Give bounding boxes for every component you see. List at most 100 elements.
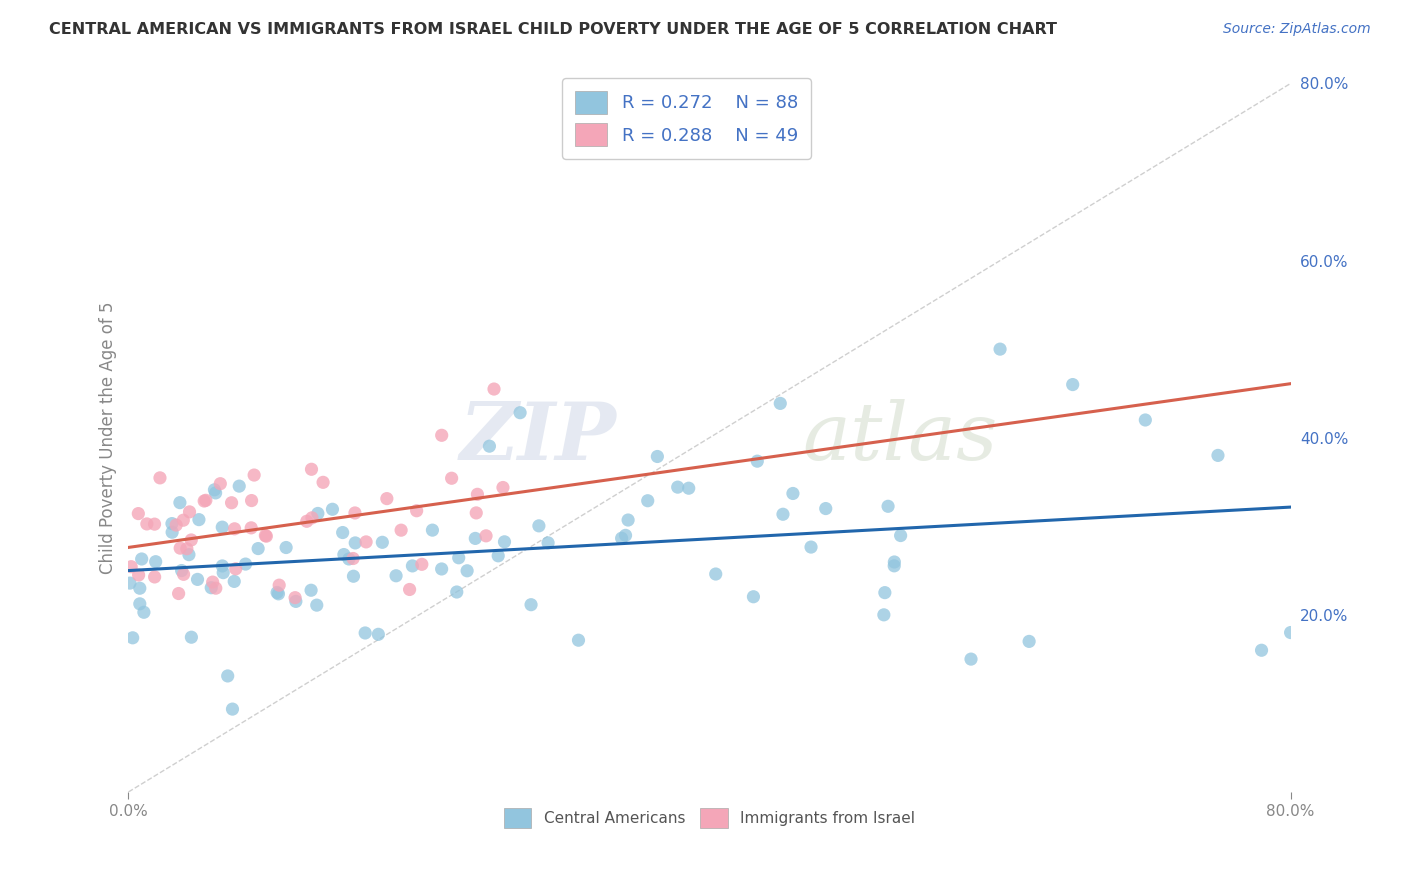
Point bbox=[704, 567, 727, 582]
Point bbox=[187, 513, 209, 527]
Point bbox=[1250, 643, 1272, 657]
Point bbox=[494, 534, 516, 549]
Point bbox=[165, 518, 187, 533]
Point bbox=[193, 494, 215, 508]
Point bbox=[482, 382, 505, 396]
Point bbox=[131, 552, 153, 566]
Point bbox=[520, 598, 543, 612]
Point bbox=[160, 516, 183, 531]
Point bbox=[204, 486, 226, 500]
Point bbox=[186, 573, 208, 587]
Point bbox=[354, 535, 377, 549]
Point bbox=[537, 536, 560, 550]
Point bbox=[200, 581, 222, 595]
Point bbox=[492, 481, 515, 495]
Point bbox=[988, 342, 1011, 356]
Point bbox=[149, 471, 172, 485]
Point bbox=[883, 558, 905, 573]
Point bbox=[814, 501, 837, 516]
Point bbox=[143, 517, 166, 532]
Point bbox=[212, 566, 235, 580]
Point bbox=[742, 590, 765, 604]
Point bbox=[509, 406, 531, 420]
Point bbox=[782, 486, 804, 500]
Point bbox=[647, 450, 669, 464]
Point bbox=[332, 525, 354, 540]
Point bbox=[678, 481, 700, 495]
Point bbox=[235, 557, 257, 571]
Point bbox=[225, 562, 247, 576]
Point bbox=[567, 633, 589, 648]
Point bbox=[179, 505, 201, 519]
Point bbox=[284, 591, 307, 605]
Point bbox=[343, 506, 366, 520]
Point bbox=[389, 523, 412, 537]
Point bbox=[143, 570, 166, 584]
Point bbox=[128, 568, 150, 582]
Point bbox=[276, 541, 298, 555]
Point bbox=[145, 555, 167, 569]
Point bbox=[614, 528, 637, 542]
Point bbox=[307, 507, 329, 521]
Point bbox=[398, 582, 420, 597]
Point bbox=[120, 559, 142, 574]
Point bbox=[430, 562, 453, 576]
Point bbox=[637, 493, 659, 508]
Point bbox=[128, 581, 150, 595]
Point bbox=[1135, 413, 1157, 427]
Point bbox=[266, 585, 288, 599]
Point bbox=[194, 493, 217, 508]
Point bbox=[883, 555, 905, 569]
Point bbox=[446, 585, 468, 599]
Point bbox=[333, 548, 356, 562]
Text: Source: ZipAtlas.com: Source: ZipAtlas.com bbox=[1223, 22, 1371, 37]
Point bbox=[1018, 634, 1040, 648]
Y-axis label: Child Poverty Under the Age of 5: Child Poverty Under the Age of 5 bbox=[100, 301, 117, 574]
Point bbox=[240, 521, 263, 535]
Point bbox=[772, 508, 794, 522]
Point bbox=[486, 549, 509, 563]
Point bbox=[769, 396, 792, 410]
Point bbox=[405, 504, 427, 518]
Point bbox=[422, 523, 444, 537]
Point bbox=[217, 669, 239, 683]
Point bbox=[411, 558, 433, 572]
Point bbox=[873, 607, 896, 622]
Point bbox=[800, 540, 823, 554]
Point bbox=[284, 594, 307, 608]
Point bbox=[478, 439, 501, 453]
Point bbox=[301, 511, 323, 525]
Point bbox=[121, 631, 143, 645]
Point bbox=[269, 578, 291, 592]
Point bbox=[617, 513, 640, 527]
Point bbox=[160, 525, 183, 540]
Text: atlas: atlas bbox=[803, 399, 998, 476]
Point bbox=[169, 495, 191, 509]
Point bbox=[224, 574, 246, 589]
Point bbox=[224, 522, 246, 536]
Point bbox=[267, 587, 290, 601]
Point bbox=[1279, 625, 1302, 640]
Point bbox=[180, 630, 202, 644]
Point bbox=[305, 598, 328, 612]
Point bbox=[342, 569, 364, 583]
Point bbox=[295, 514, 318, 528]
Point bbox=[371, 535, 394, 549]
Point bbox=[172, 513, 194, 527]
Point bbox=[401, 558, 423, 573]
Point bbox=[344, 536, 367, 550]
Point bbox=[204, 483, 226, 497]
Point bbox=[447, 550, 470, 565]
Point bbox=[254, 528, 277, 542]
Point bbox=[177, 548, 200, 562]
Point bbox=[1062, 377, 1084, 392]
Point bbox=[228, 479, 250, 493]
Point bbox=[169, 541, 191, 556]
Point bbox=[456, 564, 478, 578]
Text: ZIP: ZIP bbox=[460, 399, 617, 476]
Point bbox=[890, 528, 912, 542]
Point bbox=[209, 476, 232, 491]
Point bbox=[170, 564, 193, 578]
Point bbox=[877, 500, 900, 514]
Point bbox=[375, 491, 398, 506]
